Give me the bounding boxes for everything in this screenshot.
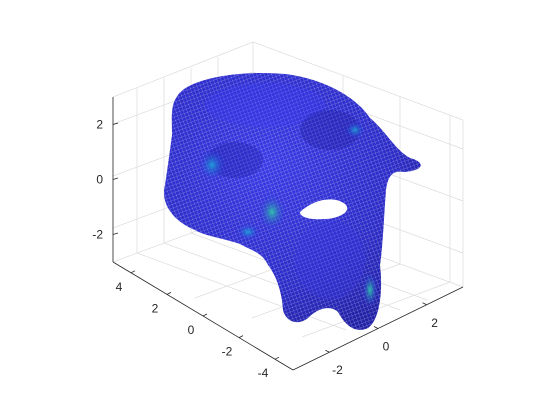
z-tick-label: 2 (96, 118, 103, 132)
y-tick-label: 0 (188, 323, 195, 337)
x-tick-mark (422, 302, 427, 306)
z-tick-label: 0 (96, 173, 103, 187)
x-axis: -2 0 2 (325, 302, 438, 377)
z-tick-mark (112, 232, 119, 235)
z-axis: -2 0 2 (92, 118, 119, 242)
surface-hole (300, 199, 348, 220)
y-tick-mark (130, 270, 136, 274)
y-tick-mark (166, 292, 172, 295)
x-tick-label: 2 (431, 316, 438, 330)
x-tick-label: 0 (383, 340, 390, 354)
z-tick-label: -2 (92, 228, 103, 242)
x-tick-mark (325, 349, 330, 353)
z-tick-mark (112, 122, 119, 125)
y-tick-label: -2 (222, 345, 233, 359)
y-tick-mark (274, 356, 280, 360)
y-axis: -4 -2 0 2 4 (116, 270, 280, 380)
y-tick-mark (238, 335, 244, 338)
x-tick-mark (373, 326, 379, 329)
y-tick-label: 4 (116, 280, 123, 294)
z-tick-mark (112, 177, 119, 180)
y-tick-label: 2 (152, 301, 159, 315)
x-tick-label: -2 (332, 363, 343, 377)
surface-mesh (164, 72, 421, 330)
y-tick-mark (202, 313, 208, 317)
highlight-region (258, 194, 286, 230)
y-tick-label: -4 (258, 366, 269, 380)
